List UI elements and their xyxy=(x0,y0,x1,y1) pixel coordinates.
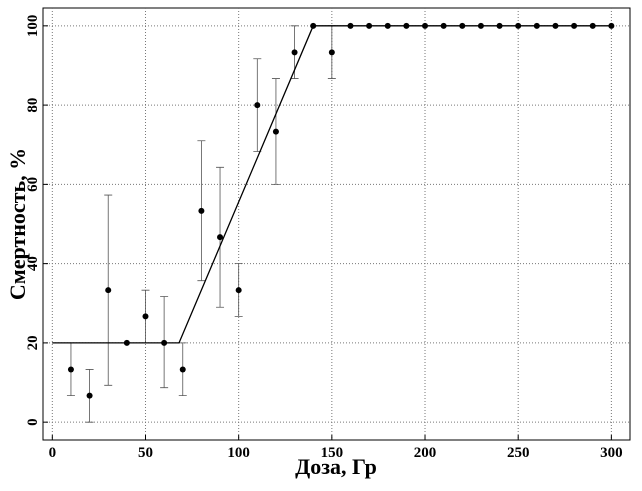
y-axis-label: Смертность, % xyxy=(5,148,30,300)
x-tick-label: 0 xyxy=(49,445,57,461)
data-point xyxy=(198,207,205,214)
x-tick-label: 150 xyxy=(321,445,344,461)
x-tick-label: 100 xyxy=(227,445,250,461)
data-point xyxy=(291,49,298,56)
x-tick-label: 250 xyxy=(507,445,530,461)
x-tick-label: 200 xyxy=(414,445,437,461)
plot-frame xyxy=(42,7,631,441)
y-tick-label: 60 xyxy=(25,177,41,192)
x-tick-label: 50 xyxy=(138,445,153,461)
y-tick-label: 100 xyxy=(25,15,41,38)
y-tick-label: 80 xyxy=(25,98,41,113)
y-tick-label: 0 xyxy=(25,418,41,426)
data-point xyxy=(254,102,261,109)
data-point xyxy=(179,366,186,373)
y-tick-label: 40 xyxy=(25,256,41,271)
data-point xyxy=(86,392,93,399)
fit-line xyxy=(52,25,612,344)
data-point xyxy=(142,313,149,320)
data-point xyxy=(272,128,279,135)
x-axis-label: Доза, Гр xyxy=(295,454,377,479)
data-point xyxy=(328,49,335,56)
data-point xyxy=(217,234,224,241)
data-point xyxy=(67,366,74,373)
x-tick-label: 300 xyxy=(600,445,623,461)
data-point xyxy=(105,287,112,294)
y-tick-label: 20 xyxy=(25,335,41,350)
data-point xyxy=(235,287,242,294)
